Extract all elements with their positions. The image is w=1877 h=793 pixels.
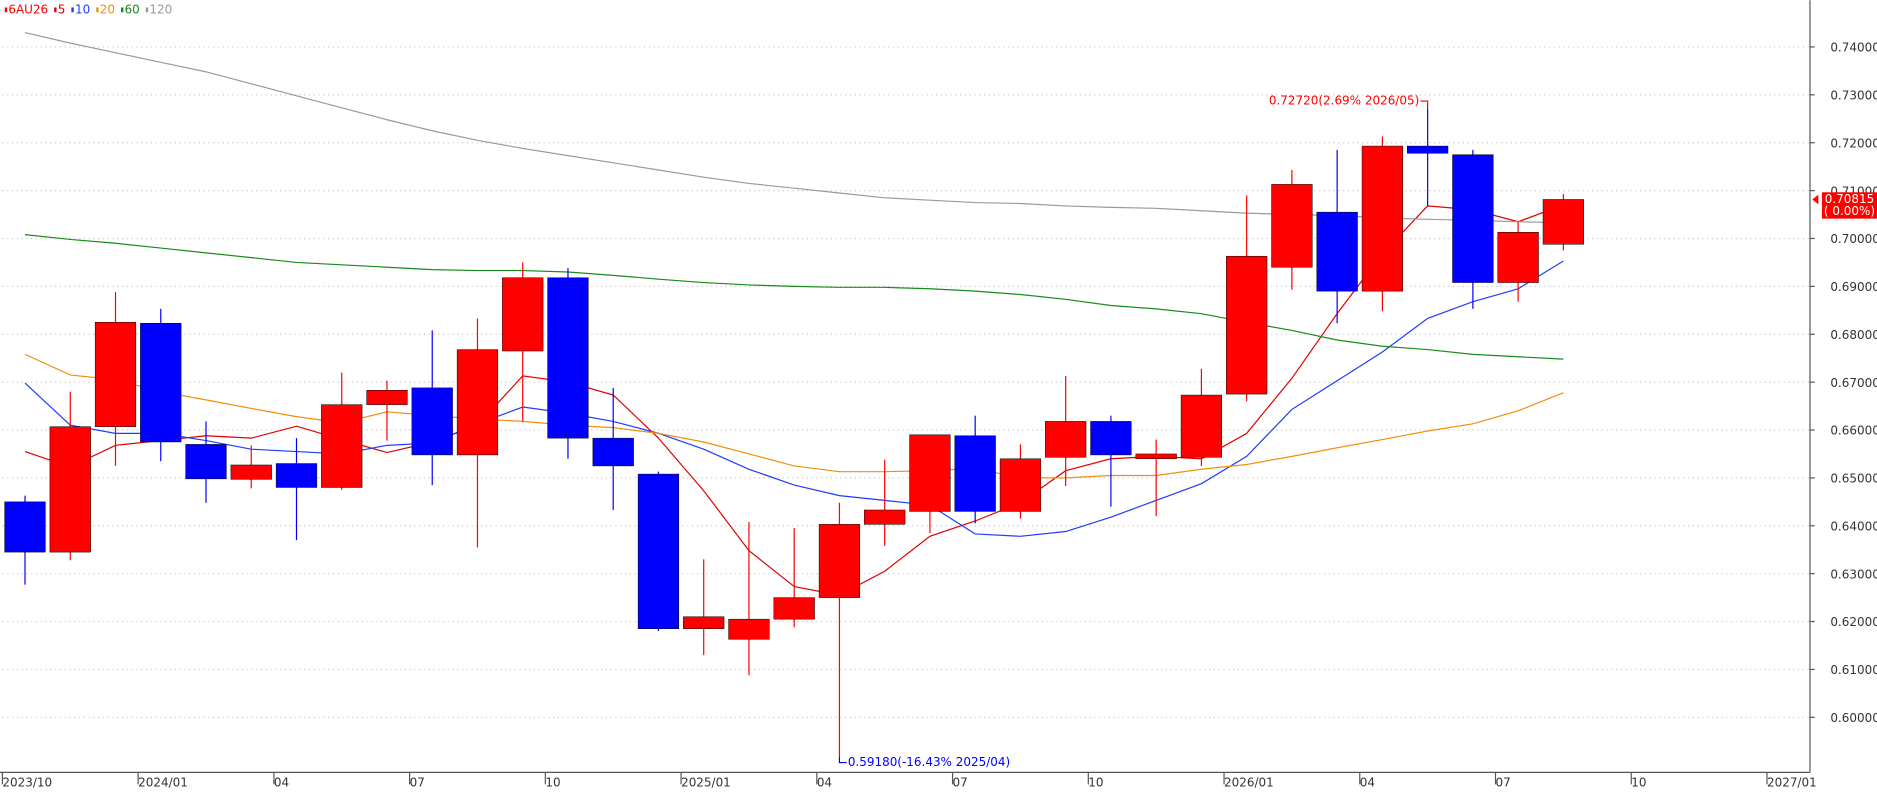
x-tick-label: 10 [1631,776,1646,790]
y-tick-label: 0.65000 [1830,472,1877,486]
candle-body [1226,255,1268,395]
x-tick-label: 2026/01 [1224,776,1274,790]
candle-body [1090,421,1132,456]
last-price-label: 0.70815 [1825,192,1874,206]
candle-body [1316,211,1358,292]
candle-body [818,524,861,598]
x-tick-label: 2025/01 [681,776,731,790]
legend-label: 10 [75,2,90,16]
annotation-arrow [1420,100,1429,109]
x-tick-label: 04 [817,776,832,790]
y-tick-label: 0.66000 [1830,424,1877,438]
y-tick-label: 0.61000 [1830,663,1877,677]
legend-label: 60 [125,2,140,16]
last-price-box [1821,192,1877,219]
last-price-pointer [1812,194,1819,205]
y-tick-label: 0.69000 [1830,280,1877,294]
candle-body [547,277,589,439]
legend-marker [71,7,74,13]
high-annotation: 0.72720(2.69% 2026/05) [1269,94,1419,108]
candle-body [1361,145,1403,292]
candle-body [1542,199,1584,245]
candle-body [1271,184,1313,268]
candle-body [502,277,544,352]
y-tick-label: 0.68000 [1830,328,1877,342]
x-tick-label: 10 [1088,776,1103,790]
x-tick-label: 04 [274,776,289,790]
x-tick-label: 07 [1496,776,1511,790]
last-change-label: ( 0.00%) [1824,204,1875,218]
candle-body [592,437,634,467]
legend-label: 5 [58,2,66,16]
legend-marker [145,7,149,13]
annotation-arrow [838,756,847,764]
candle-body [864,509,906,525]
candle-body [773,597,815,620]
x-tick-label: 2023/10 [2,776,52,790]
y-tick-label: 0.74000 [1830,41,1877,55]
candle-body [366,390,408,405]
y-tick-label: 0.62000 [1830,615,1877,629]
legend-marker [120,7,124,13]
y-tick-label: 0.63000 [1830,567,1877,581]
y-tick-label: 0.64000 [1830,519,1877,533]
candle-body [1045,421,1087,458]
candle-body [49,426,91,553]
candle-body [1452,154,1494,283]
candle-body [909,434,951,512]
y-tick-label: 0.73000 [1830,89,1877,103]
ma-line [24,353,1564,479]
candle-body [321,404,363,488]
y-tick-label: 0.70000 [1830,232,1877,246]
y-tick-label: 0.67000 [1830,376,1877,390]
legend-label: 20 [100,2,115,16]
candle-body [230,464,272,480]
candle-body [683,616,725,629]
candle-body [1135,453,1177,459]
candle-body [728,618,770,640]
candle-body [1497,232,1539,283]
candle-body [275,463,318,488]
legend-label: 120 [149,2,172,16]
x-tick-label: 04 [1360,776,1375,790]
candle-body [954,435,996,512]
low-annotation: 0.59180(-16.43% 2025/04) [848,755,1010,769]
candle-body [411,387,453,456]
candle-body [1407,145,1449,154]
y-tick-label: 0.72000 [1830,136,1877,150]
x-tick-label: 07 [410,776,425,790]
legend-marker [96,7,99,13]
candle-body [4,501,46,553]
candle-body [140,323,182,443]
candle-body [637,473,680,629]
ma-line [24,32,1564,224]
ma-line [24,234,1564,360]
y-tick-label: 0.60000 [1830,711,1877,725]
x-tick-label: 2027/01 [1767,776,1817,790]
candle-body [456,349,499,456]
candle-body [94,322,137,427]
legend-label: 6AU26 [8,2,48,16]
x-tick-label: 07 [953,776,968,790]
legend-marker [54,7,57,13]
x-tick-label: 2024/01 [138,776,188,790]
candle-body [1180,394,1223,458]
candle-body [185,444,227,480]
ma-line [24,260,1564,537]
legend-marker [4,7,8,13]
x-tick-label: 10 [545,776,560,790]
candle-body [999,458,1042,512]
